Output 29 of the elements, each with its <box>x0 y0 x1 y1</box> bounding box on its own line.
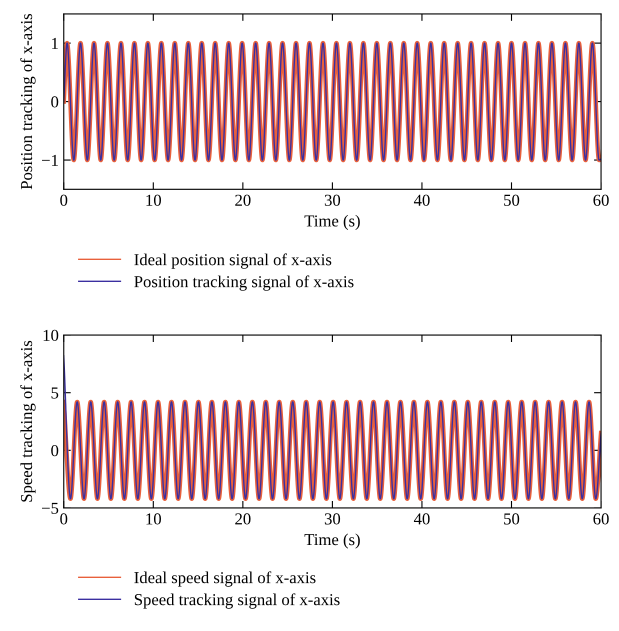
y-tick-label: 0 <box>51 96 58 108</box>
x-tick-label: 60 <box>593 194 609 206</box>
y-axis-title: Speed tracking of x-axis <box>20 340 36 502</box>
x-tick-label: 30 <box>324 513 340 525</box>
y-tick-label: 0 <box>51 445 58 456</box>
x-tick-label: 20 <box>235 513 251 525</box>
x-tick-label: 60 <box>593 513 609 525</box>
legend-label: Ideal speed signal of x-axis <box>134 571 316 587</box>
x-tick-label: 30 <box>324 194 340 206</box>
legend-label: Ideal position signal of x-axis <box>134 253 332 269</box>
x-axis-title: Time (s) <box>304 214 360 230</box>
y-tick-label: 10 <box>44 330 58 342</box>
y-tick-label: −1 <box>42 154 58 166</box>
x-tick-label: 10 <box>146 194 162 206</box>
x-tick-label: 10 <box>146 513 162 525</box>
x-tick-label: 0 <box>60 513 68 525</box>
y-tick-label: 5 <box>52 388 58 399</box>
x-tick-label: 0 <box>60 194 68 206</box>
x-tick-label: 50 <box>504 194 520 206</box>
x-tick-label: 20 <box>235 194 251 206</box>
y-tick-label: 1 <box>52 38 58 49</box>
legend-label: Speed tracking signal of x-axis <box>134 593 340 609</box>
legend-label: Position tracking signal of x-axis <box>134 275 354 291</box>
x-axis-title: Time (s) <box>304 533 360 549</box>
y-axis-title: Position tracking of x-axis <box>20 14 36 190</box>
x-tick-label: 50 <box>504 513 520 525</box>
x-tick-label: 40 <box>414 194 430 206</box>
y-tick-label: −5 <box>42 502 58 514</box>
x-tick-label: 40 <box>414 513 430 525</box>
